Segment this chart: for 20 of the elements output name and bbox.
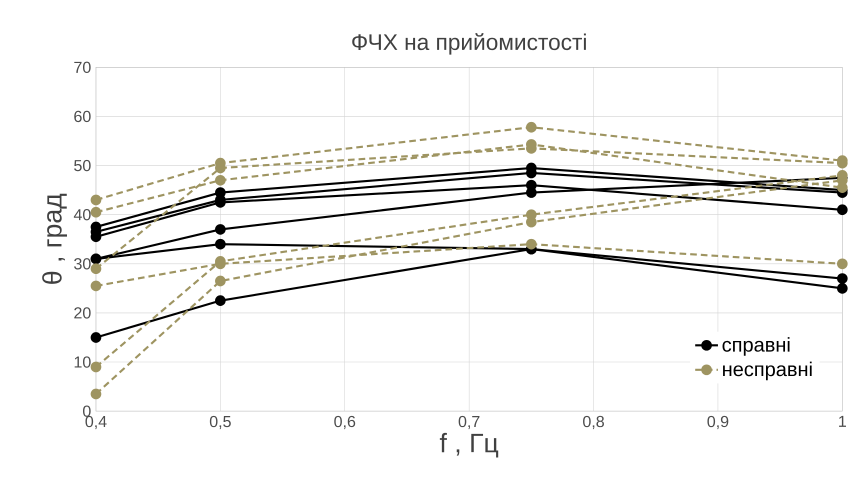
x-axis-title: f , Гц <box>440 432 498 458</box>
y-axis-title: θ , град <box>42 194 67 284</box>
legend-label: справні <box>722 337 790 356</box>
legend-label: несправні <box>723 362 812 380</box>
y-tick-label: 40 <box>74 209 91 220</box>
y-tick-label: 50 <box>74 160 91 172</box>
y-tick-label: 30 <box>74 258 91 270</box>
y-tick-label: 60 <box>74 110 91 122</box>
y-tick-label: 0 <box>82 406 91 417</box>
y-tick-label: 10 <box>74 356 91 368</box>
y-tick-label: 70 <box>74 62 91 74</box>
x-tick-label: 0,9 <box>707 416 728 430</box>
x-tick-label: 0,6 <box>334 416 356 430</box>
y-tick-label: 20 <box>74 307 91 319</box>
x-tick-label: 0,4 <box>85 416 107 430</box>
x-tick-label: 0,5 <box>210 416 231 430</box>
x-tick-label: 1 <box>839 416 846 427</box>
x-tick-label: 0,7 <box>458 416 480 430</box>
chart-title: ФЧХ на прийомистості <box>352 33 586 55</box>
x-tick-label: 0,8 <box>583 416 604 430</box>
